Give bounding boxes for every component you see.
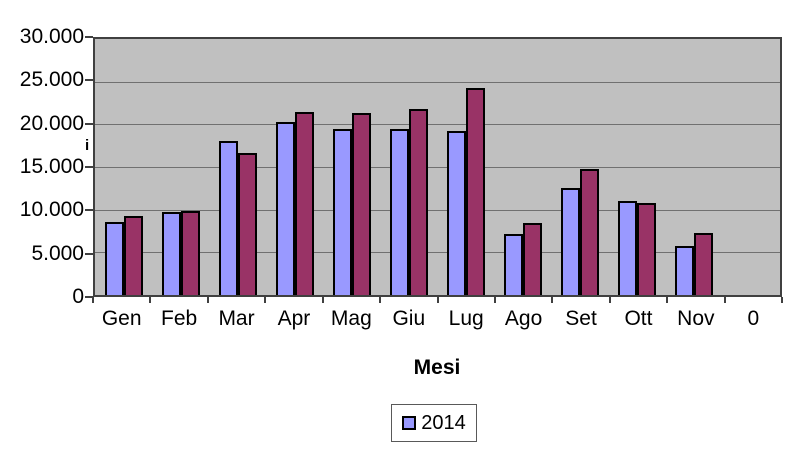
bar-apr-2014 <box>275 122 295 295</box>
x-tick-mark-5 <box>379 297 382 303</box>
x-tick-label-nov: Nov <box>677 307 715 330</box>
plot-area <box>93 37 782 297</box>
x-tick-mark-6 <box>436 297 439 303</box>
legend-label-2014: 2014 <box>421 411 466 434</box>
x-tick-label-apr: Apr <box>277 307 311 330</box>
x-tick-label-0: 0 <box>747 307 760 330</box>
x-tick-mark-8 <box>551 297 554 303</box>
bar-lug-2014 <box>447 131 467 295</box>
bar-set-2014 <box>561 188 581 295</box>
x-tick-label-lug: Lug <box>448 307 484 330</box>
legend-swatch-2014 <box>402 416 417 430</box>
bar-mag-2014 <box>332 129 352 295</box>
y-tick-label-15000: 15.000 <box>19 155 84 178</box>
bar-set-series2 <box>580 169 600 295</box>
bar-ott-series2 <box>637 203 657 295</box>
bar-apr-series2 <box>294 112 314 295</box>
x-tick-mark-1 <box>149 297 152 303</box>
bar-nov-series2 <box>694 233 714 295</box>
y-tick-mark-5000 <box>85 252 93 255</box>
x-axis-title: Mesi <box>413 356 461 379</box>
x-tick-label-ago: Ago <box>504 307 543 330</box>
x-tick-label-giu: Giu <box>392 307 426 330</box>
x-tick-mark-7 <box>493 297 496 303</box>
bar-mag-series2 <box>351 113 371 295</box>
bar-giu-2014 <box>389 129 409 295</box>
x-tick-mark-9 <box>608 297 611 303</box>
x-tick-label-ott: Ott <box>624 307 653 330</box>
x-tick-label-feb: Feb <box>161 307 198 330</box>
gridline-10000 <box>95 209 780 211</box>
bar-mar-series2 <box>237 153 257 295</box>
y-tick-label-20000: 20.000 <box>19 111 84 135</box>
x-tick-mark-4 <box>321 297 324 303</box>
x-tick-label-mar: Mar <box>218 307 255 330</box>
bar-ago-series2 <box>523 223 543 295</box>
y-tick-label-30000: 30.000 <box>19 25 84 48</box>
x-tick-mark-10 <box>666 297 669 303</box>
bar-mar-2014 <box>218 141 238 295</box>
bar-lug-series2 <box>466 88 486 295</box>
y-tick-label-10000: 10.000 <box>19 198 84 222</box>
bar-nov-2014 <box>675 246 695 295</box>
x-tick-mark-0 <box>92 297 94 303</box>
gridline-5000 <box>95 252 780 254</box>
bar-feb-series2 <box>180 211 200 295</box>
bar-gen-2014 <box>104 222 124 295</box>
x-tick-mark-3 <box>264 297 267 303</box>
gridline-25000 <box>95 81 780 83</box>
x-tick-mark-12 <box>781 297 783 303</box>
x-tick-label-set: Set <box>565 307 597 330</box>
y-axis-stray-glyph: i <box>85 137 90 154</box>
bar-ott-2014 <box>618 201 638 295</box>
y-tick-mark-30000 <box>85 36 93 38</box>
legend: 2014 <box>391 404 477 442</box>
y-tick-mark-20000 <box>85 122 93 125</box>
bar-giu-series2 <box>408 109 428 295</box>
y-tick-mark-15000 <box>85 166 93 168</box>
gridline-20000 <box>95 124 780 126</box>
x-tick-label-mag: Mag <box>330 307 372 330</box>
y-tick-label-5000: 5.000 <box>31 241 84 265</box>
y-tick-label-25000: 25.000 <box>19 68 84 92</box>
x-tick-mark-2 <box>206 297 209 303</box>
gridline-15000 <box>95 167 780 168</box>
bar-ago-2014 <box>504 234 524 295</box>
y-tick-mark-10000 <box>85 209 93 212</box>
y-tick-label-0: 0 <box>72 285 84 308</box>
x-tick-mark-11 <box>723 297 726 303</box>
bar-feb-2014 <box>161 212 181 295</box>
x-tick-label-gen: Gen <box>101 307 142 330</box>
y-tick-mark-0 <box>85 296 93 298</box>
bar-gen-series2 <box>123 216 143 295</box>
y-tick-mark-25000 <box>85 79 93 82</box>
